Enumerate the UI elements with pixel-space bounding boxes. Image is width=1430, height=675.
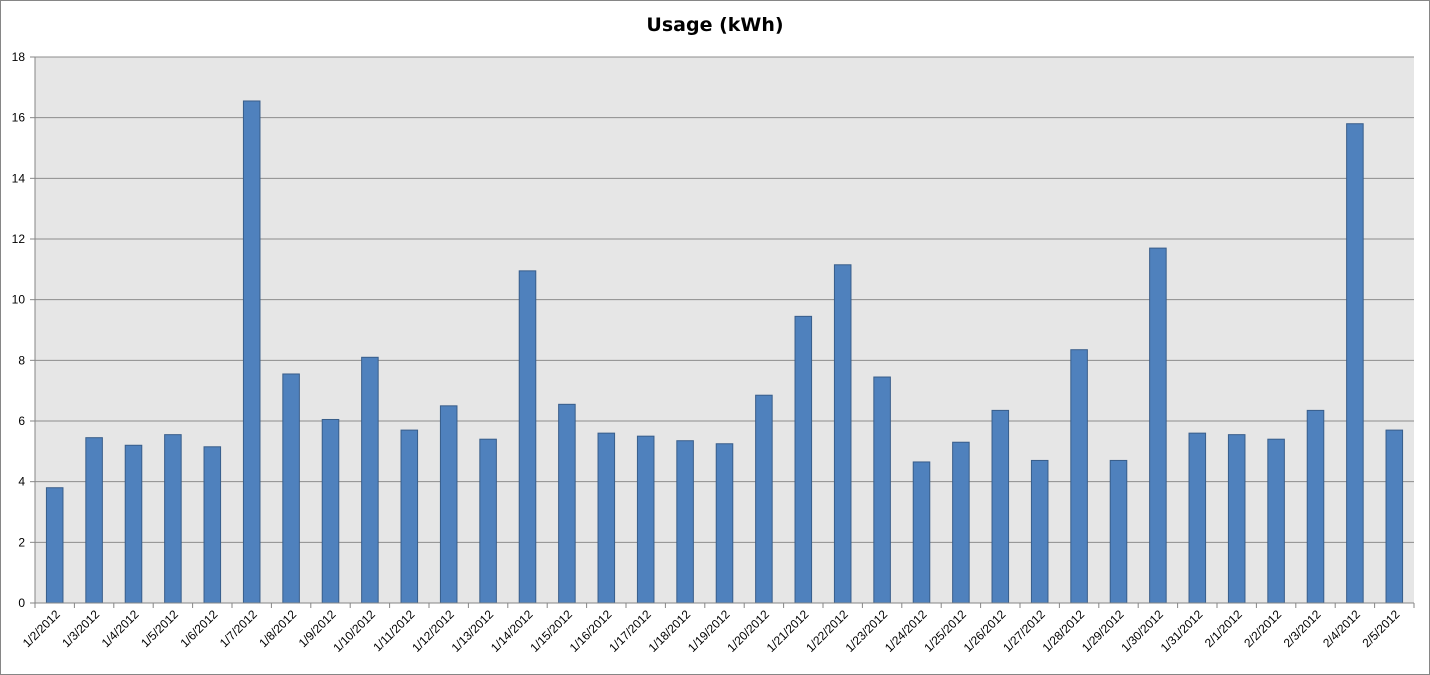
x-tick-label: 1/28/2012 bbox=[1040, 607, 1088, 655]
x-tick-label: 1/24/2012 bbox=[882, 607, 930, 655]
bar bbox=[794, 315, 813, 604]
x-tick-label: 1/20/2012 bbox=[724, 607, 772, 655]
y-tick-label: 6 bbox=[18, 414, 25, 428]
bar bbox=[558, 403, 576, 604]
bar bbox=[676, 440, 694, 604]
gridlines bbox=[35, 56, 1414, 543]
x-tick-label: 1/12/2012 bbox=[409, 607, 457, 655]
bar bbox=[45, 487, 64, 604]
y-tick-label: 12 bbox=[12, 232, 26, 246]
x-tick-label: 1/3/2012 bbox=[59, 607, 102, 650]
bar bbox=[321, 418, 340, 604]
x-tick-label: 1/21/2012 bbox=[764, 607, 812, 655]
x-tick-label: 1/23/2012 bbox=[843, 607, 891, 655]
x-tick-label: 2/2/2012 bbox=[1241, 607, 1284, 650]
x-tick-label: 2/1/2012 bbox=[1202, 607, 1245, 650]
x-tick-label: 1/5/2012 bbox=[138, 607, 181, 650]
bar bbox=[952, 441, 970, 604]
x-tick-label: 1/29/2012 bbox=[1079, 607, 1127, 655]
bar bbox=[873, 376, 891, 604]
bar bbox=[833, 264, 852, 604]
x-tick-label: 1/26/2012 bbox=[961, 607, 1009, 655]
bar bbox=[755, 394, 773, 604]
bar bbox=[597, 432, 616, 604]
bar bbox=[242, 100, 261, 604]
x-tick-label: 1/15/2012 bbox=[527, 607, 575, 655]
bar bbox=[1030, 459, 1049, 604]
x-tick-label: 1/25/2012 bbox=[921, 607, 969, 655]
x-tick-label: 1/2/2012 bbox=[20, 607, 63, 650]
y-axis-ticks: 0 2 4 6 8 10 12 14 16 18 bbox=[12, 50, 35, 610]
bar bbox=[991, 409, 1010, 604]
bar bbox=[1109, 459, 1128, 604]
bar bbox=[1385, 429, 1404, 604]
x-axis-ticks: 1/2/20121/3/20121/4/20121/5/20121/6/2012… bbox=[20, 603, 1415, 655]
bar bbox=[400, 429, 419, 604]
x-tick-label: 1/16/2012 bbox=[567, 607, 615, 655]
x-tick-label: 1/10/2012 bbox=[330, 607, 378, 655]
bar bbox=[518, 270, 537, 604]
x-tick-label: 1/8/2012 bbox=[256, 607, 299, 650]
bar bbox=[439, 405, 458, 604]
y-tick-label: 4 bbox=[18, 475, 25, 489]
bar bbox=[203, 446, 222, 604]
bar bbox=[361, 356, 379, 604]
y-tick-label: 2 bbox=[18, 535, 25, 549]
x-tick-label: 1/13/2012 bbox=[449, 607, 497, 655]
x-tick-label: 2/4/2012 bbox=[1320, 607, 1363, 650]
bar bbox=[1306, 409, 1325, 604]
bar bbox=[1070, 349, 1088, 604]
y-tick-label: 16 bbox=[12, 111, 26, 125]
bar bbox=[1346, 123, 1364, 604]
y-tick-label: 18 bbox=[12, 50, 26, 64]
bar bbox=[1188, 432, 1207, 604]
bar bbox=[85, 437, 103, 604]
bar bbox=[1149, 247, 1167, 604]
chart-title: Usage (kWh) bbox=[646, 14, 784, 36]
bar bbox=[912, 461, 931, 604]
axes bbox=[34, 57, 1414, 604]
x-tick-label: 1/7/2012 bbox=[217, 607, 260, 650]
x-tick-label: 1/17/2012 bbox=[606, 607, 654, 655]
bar bbox=[1227, 434, 1246, 604]
bar bbox=[715, 443, 734, 604]
x-tick-label: 1/22/2012 bbox=[803, 607, 851, 655]
x-tick-label: 1/6/2012 bbox=[177, 607, 220, 650]
y-tick-label: 14 bbox=[12, 171, 26, 185]
x-tick-label: 1/19/2012 bbox=[685, 607, 733, 655]
bar bbox=[479, 438, 497, 604]
bars bbox=[45, 100, 1404, 604]
x-tick-label: 1/31/2012 bbox=[1158, 607, 1206, 655]
x-tick-label: 1/4/2012 bbox=[99, 607, 142, 650]
bar bbox=[1267, 438, 1285, 604]
x-tick-label: 1/18/2012 bbox=[646, 607, 694, 655]
x-tick-label: 1/14/2012 bbox=[488, 607, 536, 655]
y-tick-label: 0 bbox=[18, 596, 25, 610]
bar bbox=[282, 373, 300, 604]
bar bbox=[124, 444, 143, 604]
x-tick-label: 2/3/2012 bbox=[1281, 607, 1324, 650]
y-tick-label: 8 bbox=[18, 353, 25, 367]
x-tick-label: 1/27/2012 bbox=[1000, 607, 1048, 655]
y-tick-label: 10 bbox=[12, 293, 26, 307]
bar bbox=[636, 435, 655, 604]
x-tick-label: 1/30/2012 bbox=[1118, 607, 1166, 655]
bar bbox=[164, 434, 182, 604]
x-tick-label: 2/5/2012 bbox=[1359, 607, 1402, 650]
